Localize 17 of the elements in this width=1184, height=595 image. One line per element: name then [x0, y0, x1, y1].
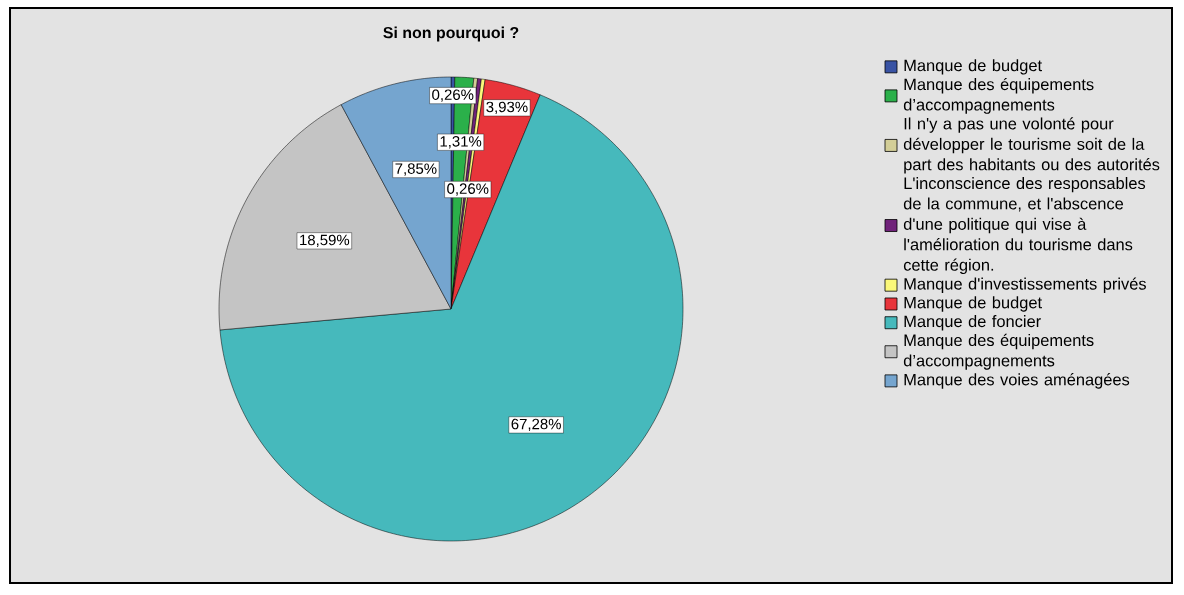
data-label: 3,93% [486, 101, 528, 114]
chart-title: Si non pourquoi ? [383, 26, 519, 42]
legend-label: Manque de foncier [904, 315, 1041, 331]
data-label: 67,28% [511, 418, 561, 432]
legend-label: Manque des équipements d’accompagnements [903, 77, 1094, 114]
data-label: 1,31% [440, 136, 482, 149]
data-label: 0,26% [447, 183, 489, 196]
data-label: 7,85% [395, 163, 437, 176]
data-label: 18,59% [300, 234, 350, 248]
legend-label: L'inconscience des responsables de la commune, et l'abscence d'une politique qui vise à l'amélioration du tourisme dans cette région. [903, 177, 1146, 275]
legend-label: Manque des voies aménagées [904, 373, 1130, 389]
legend-label: Manque des équipements d’accompagnements [903, 333, 1094, 370]
legend-label: Manque d'investissements privés [904, 277, 1146, 293]
legend-label: Manque de budget [904, 59, 1042, 75]
legend-label: Il n'y a pas une volonté pour développer le tourisme soit de la part des habitants ou des autorités [903, 117, 1160, 174]
legend-label: Manque de budget [904, 296, 1042, 312]
data-label: 0,26% [432, 89, 474, 102]
